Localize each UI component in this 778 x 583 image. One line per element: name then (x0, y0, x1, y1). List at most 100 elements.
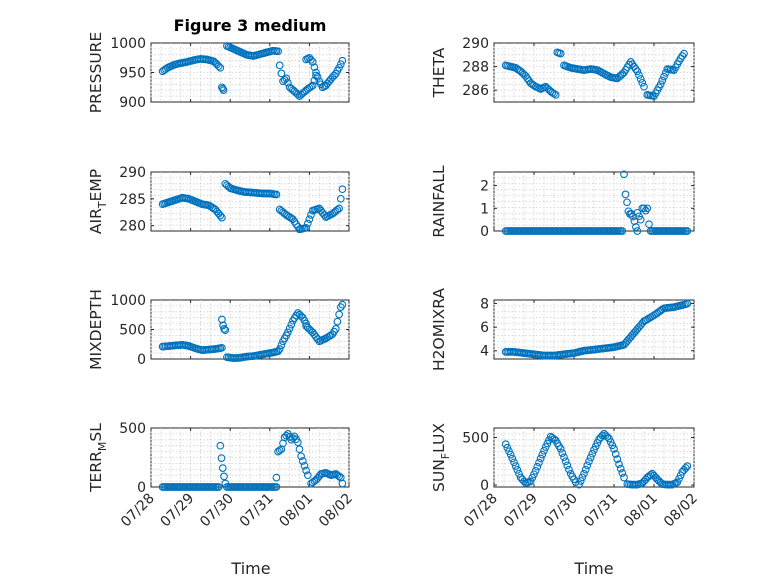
data-point (275, 345, 284, 353)
data-point (611, 450, 620, 458)
data-point (575, 480, 583, 489)
data-point (658, 76, 667, 85)
data-point (533, 462, 542, 471)
data-point (305, 215, 314, 224)
data-point (218, 213, 226, 222)
data-point (535, 458, 543, 467)
data-point (560, 453, 568, 462)
data-point (610, 445, 618, 453)
data-point (338, 300, 347, 309)
data-point (621, 190, 630, 199)
data-point (275, 61, 284, 70)
x-axis-label-right: Time (573, 559, 613, 578)
data-point (623, 198, 631, 207)
data-point (335, 472, 343, 481)
subplot-terr-msl: 0 500 TERRMSL 07/28 07/29 07/30 07/31 08/01 08/0… (87, 421, 356, 530)
y-axis-label: TERRMSL (87, 423, 109, 493)
y-tick-label: 6 (480, 320, 489, 336)
data-point (335, 310, 343, 319)
data-point (220, 472, 228, 481)
data-point (645, 220, 653, 229)
x-tick-label: 08/01 (276, 491, 316, 531)
y-tick-label: 2 (480, 179, 489, 195)
data-series (501, 299, 692, 360)
y-tick-label: 288 (462, 60, 489, 76)
data-point (284, 78, 292, 87)
data-point (501, 440, 510, 449)
data-point (338, 185, 347, 194)
y-axis-label: THETA (430, 47, 448, 98)
data-point (303, 219, 312, 228)
data-series (158, 300, 347, 362)
data-point (274, 347, 282, 356)
y-tick-label: 285 (119, 192, 146, 208)
data-point (588, 449, 597, 458)
y-tick-label: 0 (137, 480, 146, 496)
data-point (618, 469, 627, 477)
subplot-rainfall: 0 1 2 RAINFALL (430, 165, 695, 240)
x-tick-label: 08/02 (316, 491, 356, 531)
data-point (680, 49, 688, 58)
data-point (274, 47, 282, 56)
data-point (277, 69, 286, 78)
data-point (312, 68, 320, 77)
data-point (303, 471, 312, 480)
data-point (295, 445, 304, 454)
data-point (285, 324, 294, 333)
data-point (506, 450, 515, 459)
x-tick-label: 07/30 (541, 491, 581, 531)
data-point (618, 227, 627, 235)
figure-title: Figure 3 medium (174, 16, 327, 35)
data-point (220, 325, 228, 333)
x-tick-label: 07/29 (158, 491, 198, 531)
y-tick-label: 280 (119, 219, 146, 235)
x-tick-label: 07/31 (581, 491, 621, 531)
y-tick-label: 1 (480, 201, 489, 217)
data-point (636, 75, 645, 83)
y-tick-label: 1000 (110, 36, 146, 52)
data-point (615, 460, 623, 469)
data-point (640, 204, 648, 213)
data-point (638, 78, 647, 87)
subplot-mixdepth: 0 500 1000 MIXDEPTH (87, 289, 350, 370)
x-tick-label: 08/01 (621, 491, 661, 531)
data-point (219, 86, 228, 95)
data-point (536, 454, 545, 463)
data-point (620, 473, 628, 482)
data-point (214, 483, 223, 491)
data-series (158, 42, 347, 100)
data-point (300, 461, 309, 470)
data-point (272, 483, 281, 491)
subplot-theta: 286 288 290 THETA (430, 36, 695, 103)
data-point (578, 473, 587, 482)
x-tick-label: 07/29 (501, 491, 541, 531)
data-point (308, 58, 317, 66)
y-axis-label: RAINFALL (430, 165, 448, 238)
data-point (331, 325, 340, 333)
data-point (302, 319, 310, 328)
data-point (218, 464, 227, 472)
data-point (636, 215, 645, 224)
data-point (540, 446, 548, 455)
data-point (556, 49, 565, 58)
data-series (501, 429, 692, 489)
data-point (335, 204, 343, 213)
data-point (660, 72, 668, 81)
data-point (633, 67, 642, 76)
data-point (289, 434, 297, 442)
data-point (580, 469, 588, 478)
data-point (541, 443, 550, 451)
x-tick-label: 07/31 (237, 491, 277, 531)
data-point (307, 55, 315, 64)
data-point (581, 465, 590, 474)
x-tick-label: 07/28 (118, 491, 158, 531)
data-point (656, 80, 665, 89)
data-point (556, 445, 565, 453)
data-point (531, 466, 540, 475)
data-point (598, 431, 607, 440)
data-point (333, 205, 342, 214)
data-point (681, 464, 690, 472)
data-point (307, 82, 315, 91)
data-point (277, 341, 286, 349)
data-point (683, 227, 692, 235)
